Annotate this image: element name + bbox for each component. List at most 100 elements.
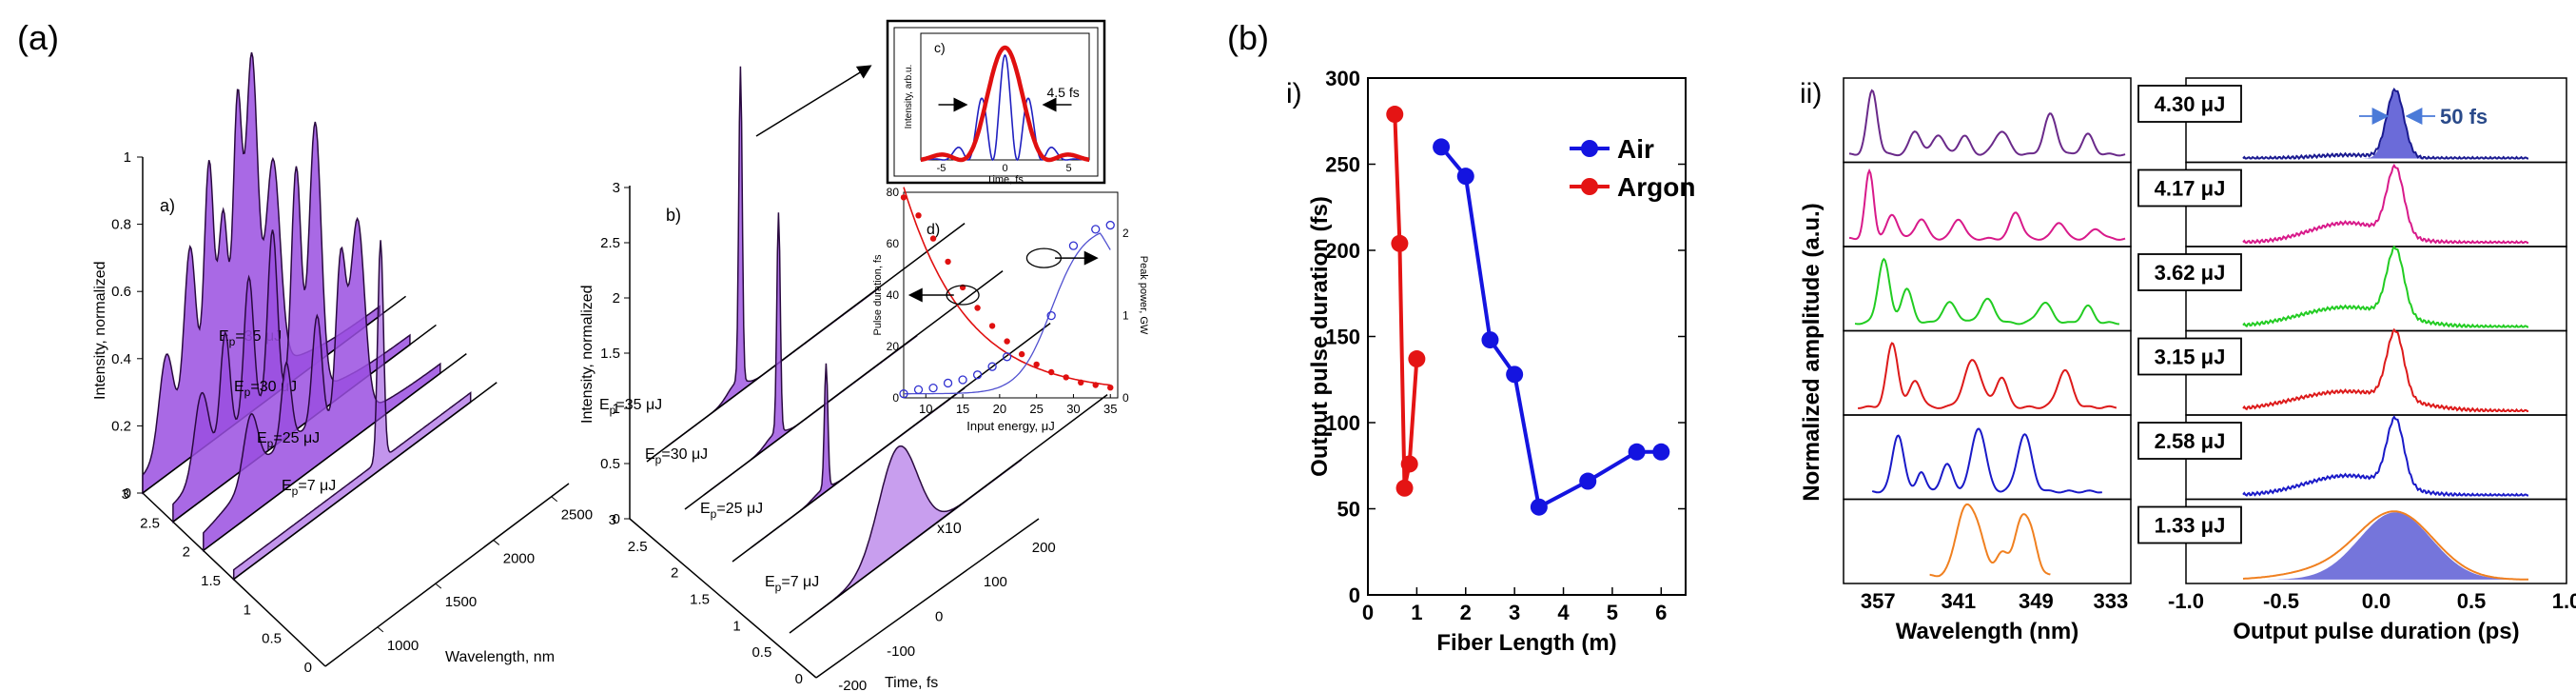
spectrum-line [1871, 427, 2102, 494]
inset-c-xtick: 5 [1065, 163, 1071, 174]
legend-marker-argon [1581, 178, 1598, 195]
z-tick-label: 3 [613, 180, 620, 196]
data-point-argon [1391, 234, 1409, 252]
series-line-air [1439, 146, 1662, 510]
chart-i-ytick-label: 50 [1337, 498, 1360, 522]
time-tick-label: 0 [935, 609, 943, 625]
inset-d-xtick-label: 35 [1103, 402, 1117, 416]
inset-d-power-point [1046, 310, 1056, 321]
inset-d-duration-point [1018, 350, 1025, 358]
inset-d-duration-point [1004, 338, 1010, 345]
trace-baseline [233, 382, 498, 581]
z-tick-label: 0.2 [111, 418, 131, 434]
inset-c-axes [920, 32, 1090, 161]
energy-box [2137, 168, 2242, 208]
inset-d-ylabel-left: Pulse duration, fs [872, 254, 884, 335]
inset-d-duration-point [945, 258, 951, 266]
pulses-3d-plot: b) Intensity, normalized Time, fs 0 0.5 1 1… [579, 65, 1108, 692]
panel-label-a: (a) [17, 18, 59, 57]
chart-i-xtick-label: 2 [1460, 601, 1472, 624]
time-axis [815, 518, 1040, 679]
depth-tick-label: 0.5 [751, 644, 771, 661]
inset-arrow [755, 65, 872, 137]
wl-tick [551, 496, 558, 503]
depth-axis-right [629, 518, 817, 679]
chart-ii-ylabel: Normalized amplitude (a.u.) [1799, 203, 1825, 501]
energy-value: 4.30 μJ [2155, 92, 2226, 116]
energy-label: Ep=35 μJ [599, 397, 662, 417]
wl-tick-label: 357 [1861, 589, 1896, 613]
inset-d-xlabel: Input energy, μJ [966, 419, 1055, 433]
inset-d-power-point [899, 389, 908, 399]
inset-d-duration-point [929, 235, 937, 242]
pulse-line [2242, 163, 2528, 245]
chart-i-ytick-label: 0 [1349, 583, 1360, 607]
wl-tick-label: 333 [2094, 589, 2129, 613]
inset-d-power-point [1002, 352, 1012, 362]
pulse-frame [2185, 161, 2567, 247]
chart-i-xtick-label: 3 [1509, 601, 1520, 624]
z-tick-label: 0 [613, 511, 620, 527]
y-axis-label: Intensity, normalized [92, 261, 108, 400]
inset-c-xlabel: Time, fs [986, 174, 1024, 186]
time-tick-label: -200 [838, 678, 867, 692]
inset-c-annotation: 4.5 fs [1047, 85, 1080, 100]
depth-tick-label: 2.5 [628, 539, 648, 555]
inset-d-duration-point [1047, 368, 1055, 376]
inset-d-duration-point [1107, 385, 1114, 391]
z-tick-label: 1 [124, 149, 131, 166]
inset-d-yrtick-label: 2 [1122, 227, 1129, 240]
chart-i-ytick-label: 200 [1325, 239, 1360, 263]
inset-c-xtick: 0 [1002, 163, 1007, 174]
inset-c-envelope-line [921, 45, 1089, 163]
dur-tick-label: -0.5 [2263, 589, 2299, 613]
spectrum-trace [172, 121, 411, 524]
wl-tick-label: 2500 [561, 507, 593, 524]
data-point-air [1652, 443, 1670, 461]
chart-i-ytick-label: 100 [1325, 411, 1360, 435]
spectra-and-pulses-stack: ii) Normalized amplitude (a.u.) 4.30 μJ 4.1… [1799, 77, 2576, 644]
chart-i-xtick-label: 4 [1557, 601, 1570, 624]
chart-i-xtick-label: 1 [1411, 601, 1422, 624]
energy-label: Ep=7 μJ [765, 574, 819, 594]
energy-box [2137, 85, 2242, 123]
inset-d-duration-point [974, 305, 981, 311]
inset-d-power-point [913, 385, 924, 395]
chart-i-ytick-label: 150 [1325, 326, 1360, 349]
pulse-line [2242, 415, 2528, 498]
depth-tick-label: 0 [304, 660, 312, 676]
wl-tick [377, 626, 384, 633]
spectrum-line [1854, 257, 2119, 326]
depth-tick-label: 1 [244, 602, 251, 618]
depth-tick-label: 1 [732, 618, 740, 634]
duration-vs-length-chart: i) 0 1 2 3 4 5 6 0 50 100 150 200 250 300 Fiber Length … [1286, 67, 1695, 656]
data-point-air [1628, 443, 1646, 461]
inset-d-power-point [987, 362, 997, 371]
pulse-frame [2185, 329, 2567, 416]
inset-c-xtick: -5 [937, 163, 946, 174]
inset-c: c) Time, fs Intensity, arb.u. -5 0 5 4.5 fs [886, 19, 1106, 186]
trace-baseline [646, 222, 966, 463]
depth-tick-label: 2 [671, 565, 678, 582]
chart-i-ylabel: Output pulse duration (fs) [1307, 196, 1333, 477]
inset-d-duration-point [1063, 374, 1069, 381]
pulse-frame [2185, 414, 2567, 501]
z-tick-label: 2.5 [600, 235, 620, 251]
energy-label: Ep=25 μJ [257, 430, 320, 450]
inset-d-xtick-label: 10 [919, 402, 932, 416]
inset-d-xtick-label: 25 [1029, 402, 1043, 416]
wl-tick-label: 349 [2019, 589, 2054, 613]
depth-tick-label: 1.5 [690, 592, 710, 608]
inset-c-inner-frame [893, 27, 1099, 177]
data-point-air [1530, 498, 1548, 516]
inset-d-power-point [958, 375, 967, 385]
z-tick-label: 0 [124, 485, 131, 502]
inset-d-xtick-label: 30 [1066, 402, 1080, 416]
time-axis-label: Time, fs [885, 675, 938, 691]
chart-title-ii: ii) [1800, 78, 1822, 109]
pulse-frame [2185, 246, 2567, 332]
data-point-argon [1400, 455, 1418, 473]
wl-tick-label: 1000 [387, 638, 419, 654]
pulse-fill [2357, 90, 2433, 159]
inset-d-duration-point [1092, 382, 1099, 388]
